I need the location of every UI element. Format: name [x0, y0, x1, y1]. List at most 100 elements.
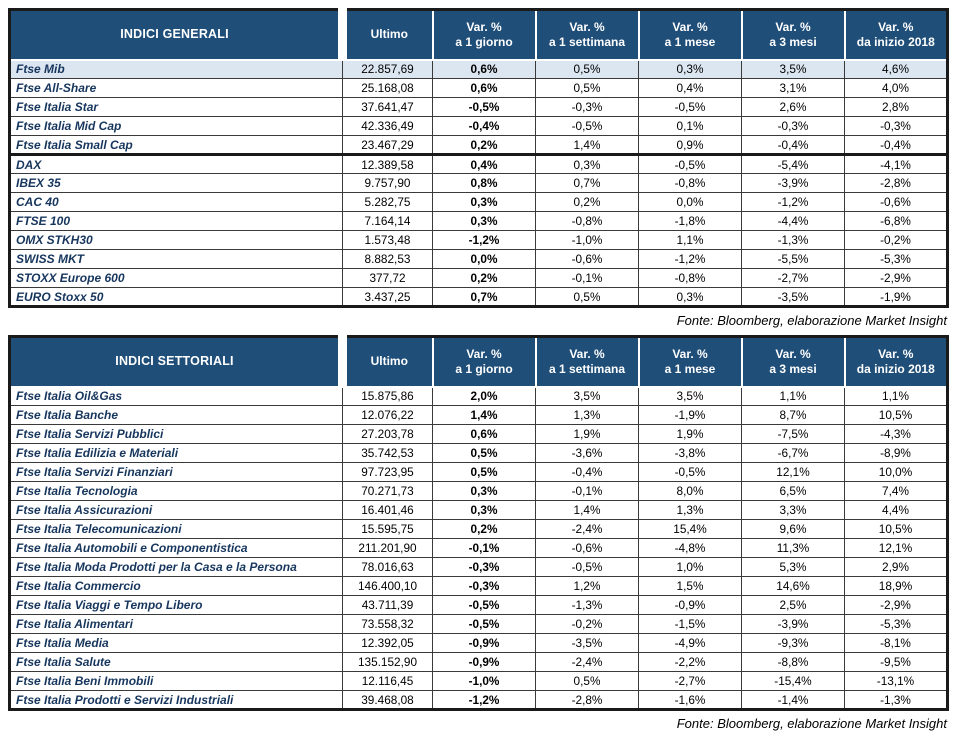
value-cell: -2,8% — [844, 173, 948, 193]
table-row: Ftse All-Share 25.168,08 0,6% 0,5% 0,4% 3,1% 4… — [9, 78, 948, 98]
value-cell: 0,6% — [432, 59, 536, 79]
col-header-line: Var. % — [569, 346, 605, 361]
value-cell: 0,4% — [432, 153, 536, 174]
value-cell: 18,9% — [844, 576, 948, 596]
value-cell: 1,4% — [535, 135, 639, 155]
value-cell: 0,9% — [638, 135, 742, 155]
value-cell: -1,3% — [741, 230, 845, 250]
table-row: Ftse Italia Alimentari 73.558,32 -0,5% -0,2… — [9, 614, 948, 634]
table-row: DAX 12.389,58 0,4% 0,3% -0,5% -5,4% -4,1% — [9, 153, 948, 174]
value-cell: 3,5% — [535, 386, 639, 406]
table-row: Ftse Italia Moda Prodotti per la Casa e … — [9, 557, 948, 577]
col-header-line: a 3 mesi — [769, 361, 817, 376]
value-cell: 2,6% — [741, 97, 845, 117]
table-row: Ftse Italia Tecnologia 70.271,73 0,3% -0,1%… — [9, 481, 948, 501]
index-name-cell: Ftse Italia Commercio — [9, 576, 343, 596]
value-cell: 0,3% — [638, 59, 742, 79]
col-header-line: Var. % — [672, 19, 708, 34]
value-cell: 0,2% — [432, 135, 536, 155]
value-cell: -9,5% — [844, 652, 948, 672]
index-name-cell: Ftse Italia Prodotti e Servizi Industria… — [9, 690, 343, 710]
col-header-var-1-settimana: Var. % a 1 settimana — [534, 9, 639, 61]
table-row: Ftse Italia Automobili e Componentistica… — [9, 538, 948, 558]
table-row: Ftse Italia Salute 135.152,90 -0,9% -2,4% -2… — [9, 652, 948, 672]
index-name-cell: Ftse Italia Salute — [9, 652, 343, 672]
value-cell: -0,5% — [638, 462, 742, 482]
value-cell: -0,6% — [844, 192, 948, 212]
value-cell: -5,3% — [844, 614, 948, 634]
col-header-line: a 1 settimana — [548, 34, 626, 49]
index-name-cell: Ftse All-Share — [9, 78, 343, 98]
value-cell: -1,3% — [535, 595, 639, 615]
value-cell: -1,4% — [741, 690, 845, 710]
value-cell: 10,5% — [844, 405, 948, 425]
index-name-cell: CAC 40 — [9, 192, 343, 212]
table-row: Ftse Italia Banche 12.076,22 1,4% 1,3% -1,9%… — [9, 405, 948, 425]
value-cell: -1,2% — [741, 192, 845, 212]
value-cell: 4,0% — [844, 78, 948, 98]
value-cell: -3,9% — [741, 614, 845, 634]
index-name-cell: Ftse Italia Mid Cap — [9, 116, 343, 136]
index-name-cell: Ftse Italia Servizi Pubblici — [9, 424, 343, 444]
value-cell: 0,5% — [432, 462, 536, 482]
value-cell: -0,3% — [741, 116, 845, 136]
col-header-var-1-settimana: Var. % a 1 settimana — [534, 336, 639, 388]
col-header-line: Var. % — [878, 346, 914, 361]
col-header-var-1-mese: Var. % a 1 mese — [637, 336, 742, 388]
value-cell: 0,2% — [432, 519, 536, 539]
value-cell: 1,4% — [535, 500, 639, 520]
col-header-var-1-mese: Var. % a 1 mese — [637, 9, 742, 61]
value-cell: -3,9% — [741, 173, 845, 193]
value-cell: -0,6% — [535, 538, 639, 558]
value-cell: -0,1% — [535, 481, 639, 501]
value-cell: 39.468,08 — [342, 690, 433, 710]
value-cell: -0,4% — [432, 116, 536, 136]
value-cell: 0,6% — [432, 78, 536, 98]
value-cell: 9.757,90 — [342, 173, 433, 193]
value-cell: -3,5% — [535, 633, 639, 653]
value-cell: -1,5% — [638, 614, 742, 634]
value-cell: 16.401,46 — [342, 500, 433, 520]
value-cell: -4,8% — [638, 538, 742, 558]
value-cell: 97.723,95 — [342, 462, 433, 482]
value-cell: 9,6% — [741, 519, 845, 539]
value-cell: -4,9% — [638, 633, 742, 653]
value-cell: -0,2% — [535, 614, 639, 634]
value-cell: 2,9% — [844, 557, 948, 577]
value-cell: 1,2% — [535, 576, 639, 596]
value-cell: -0,4% — [741, 135, 845, 155]
value-cell: 15,4% — [638, 519, 742, 539]
value-cell: -1,2% — [432, 690, 536, 710]
value-cell: -1,9% — [844, 287, 948, 307]
indici-generali-table: INDICI GENERALI Ultimo Var. % a 1 giorno… — [8, 8, 949, 308]
value-cell: -0,8% — [535, 211, 639, 231]
value-cell: -5,3% — [844, 249, 948, 269]
table-row: EURO Stoxx 50 3.437,25 0,7% 0,5% 0,3% -3,5% -1… — [9, 287, 948, 307]
table-row: Ftse Italia Viaggi e Tempo Libero 43.711,… — [9, 595, 948, 615]
index-name-cell: Ftse Italia Banche — [9, 405, 343, 425]
value-cell: 3.437,25 — [342, 287, 433, 307]
value-cell: 0,8% — [432, 173, 536, 193]
value-cell: 0,2% — [535, 192, 639, 212]
value-cell: -0,3% — [432, 576, 536, 596]
value-cell: 43.711,39 — [342, 595, 433, 615]
value-cell: -7,5% — [741, 424, 845, 444]
value-cell: 0,0% — [638, 192, 742, 212]
index-name-cell: Ftse Italia Media — [9, 633, 343, 653]
value-cell: 1.573,48 — [342, 230, 433, 250]
col-header-var-inizio-2018: Var. % da inizio 2018 — [843, 336, 948, 388]
col-header-line: Ultimo — [370, 27, 408, 42]
value-cell: 0,7% — [432, 287, 536, 307]
value-cell: 73.558,32 — [342, 614, 433, 634]
col-header-line: da inizio 2018 — [856, 34, 935, 49]
value-cell: 0,3% — [432, 211, 536, 231]
index-name-cell: Ftse Italia Oil&Gas — [9, 386, 343, 406]
value-cell: -5,4% — [741, 153, 845, 174]
table-row: SWISS MKT 8.882,53 0,0% -0,6% -1,2% -5,5% -5,3… — [9, 249, 948, 269]
col-header-line: da inizio 2018 — [856, 361, 935, 376]
col-header-line: a 1 mese — [664, 361, 716, 376]
value-cell: 12.076,22 — [342, 405, 433, 425]
table-row: CAC 40 5.282,75 0,3% 0,2% 0,0% -1,2% -0,6% — [9, 192, 948, 212]
value-cell: -0,8% — [638, 173, 742, 193]
value-cell: 3,3% — [741, 500, 845, 520]
